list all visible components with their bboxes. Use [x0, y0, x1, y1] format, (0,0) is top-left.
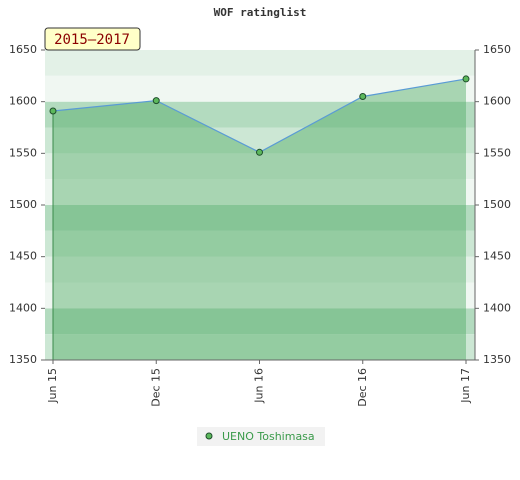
band — [45, 50, 475, 76]
band — [45, 230, 475, 257]
legend-box — [197, 427, 325, 446]
band — [45, 282, 475, 309]
point — [359, 93, 367, 100]
band — [45, 101, 475, 128]
band — [45, 153, 475, 180]
x-tick-label: Jun 16 — [253, 368, 266, 404]
x-tick-label: Jun 17 — [459, 368, 472, 404]
y-tick-label: 1400 — [9, 301, 37, 314]
legend-marker — [205, 432, 213, 440]
y-tick-label: 1500 — [9, 198, 37, 211]
band — [45, 179, 475, 205]
point — [152, 97, 160, 105]
x-tick-label: Dec 15 — [149, 368, 162, 407]
x-tick-label: Dec 16 — [356, 368, 369, 407]
band — [45, 334, 475, 360]
band — [45, 75, 475, 102]
y-tick-label: 1350 — [9, 353, 37, 366]
point — [462, 75, 470, 83]
band — [45, 308, 475, 335]
y2-tick-label: 1350 — [483, 353, 511, 366]
y-tick-label: 1650 — [9, 43, 37, 56]
point — [49, 107, 57, 115]
x-tick-label: Jun 15 — [46, 368, 59, 404]
y2-tick-label: 1650 — [483, 43, 511, 56]
period-box — [44, 27, 141, 51]
y2-tick-label: 1550 — [483, 146, 511, 159]
y2-tick-label: 1500 — [483, 198, 511, 211]
y-tick-label: 1450 — [9, 250, 37, 263]
y-tick-label: 1600 — [9, 95, 37, 108]
y2-tick-label: 1400 — [483, 301, 511, 314]
band — [45, 256, 475, 283]
band — [45, 205, 475, 231]
y-tick-label: 1550 — [9, 146, 37, 159]
chart-title: WOF ratinglist — [214, 6, 307, 19]
period-label: 2015–2017 — [54, 32, 130, 48]
y2-tick-label: 1600 — [483, 95, 511, 108]
plot-area — [45, 50, 475, 360]
area — [53, 78, 466, 360]
legend-label: UENO Toshimasa — [222, 430, 315, 443]
y2-tick-label: 1450 — [483, 250, 511, 263]
point — [256, 148, 263, 156]
